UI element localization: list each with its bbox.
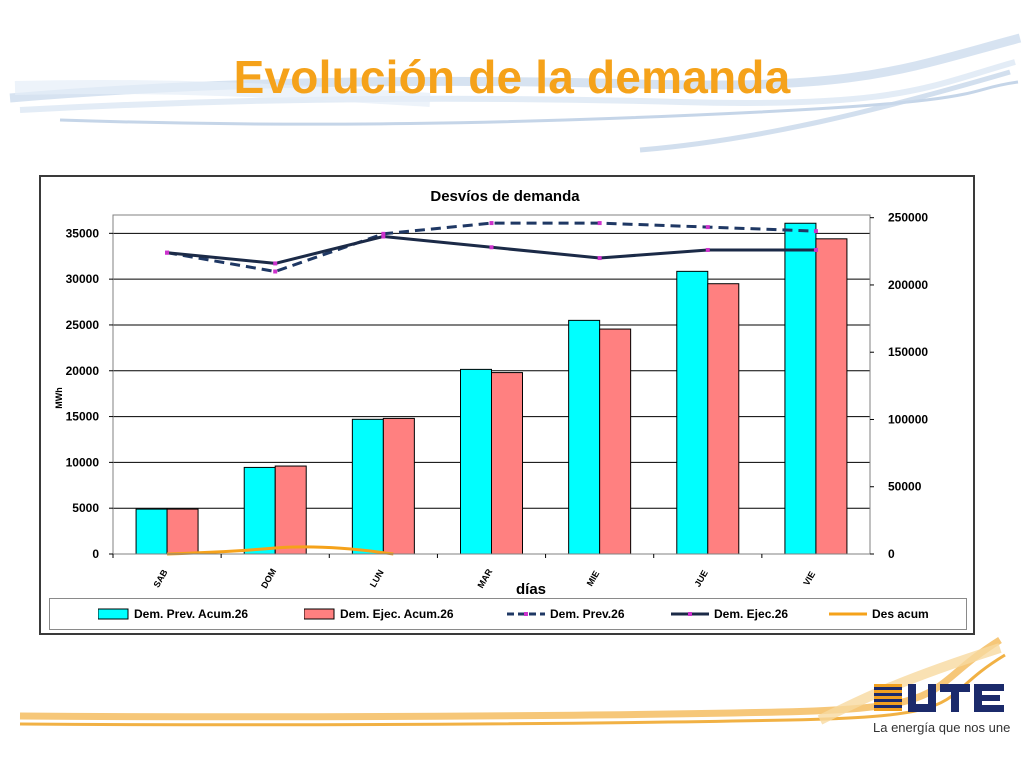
bar: [784, 222, 817, 555]
line-marker: [273, 269, 278, 274]
bar: [491, 372, 523, 555]
slide-title: Evolución de la demanda: [233, 51, 791, 103]
legend-swatch-orange-line: [829, 612, 867, 616]
bar: [460, 368, 492, 555]
x-tick-label: MIE: [585, 569, 602, 588]
x-axis-label: días: [516, 581, 546, 598]
bar: [599, 328, 632, 555]
y-tick-label: 25000: [66, 318, 100, 332]
line-marker: [489, 221, 494, 226]
legend-label: Dem. Ejec.26: [714, 607, 789, 621]
bar: [676, 270, 709, 555]
y-tick-label: 5000: [72, 501, 99, 515]
y-tick-label: 10000: [66, 455, 100, 469]
legend-swatch-solid-line: [671, 612, 709, 616]
line-marker: [489, 245, 494, 250]
combo-chart: 0 5000 10000 15000 20000 25000 30000 35000 0 5000…: [54, 188, 929, 598]
line-marker: [597, 256, 602, 261]
y-axis-label: MWh: [54, 387, 64, 409]
line-marker: [165, 250, 170, 255]
legend-label: Dem. Prev.26: [550, 607, 625, 621]
line-marker: [813, 229, 818, 234]
x-tick-label: VIE: [801, 570, 817, 588]
chart-title: Desvíos de demanda: [430, 188, 580, 205]
bar: [274, 465, 307, 555]
bar: [351, 418, 384, 555]
ute-logo: [872, 680, 1012, 725]
logo-tagline: La energía que nos une: [873, 720, 1011, 735]
bar: [166, 508, 199, 555]
series-line-des-acum: [167, 545, 394, 556]
line-marker: [381, 234, 386, 239]
series-line: [166, 235, 816, 265]
x-tick-label: SAB: [151, 567, 169, 589]
legend-swatch-salmon: [304, 608, 335, 620]
y-tick-label: 30000: [66, 272, 100, 286]
line-marker: [813, 247, 818, 252]
legend-item-dem-prev: Dem. Prev.26: [506, 606, 625, 622]
chart-legend: Dem. Prev. Acum.26 Dem. Ejec. Acum.26 De…: [49, 598, 967, 630]
y2-tick-label: 200000: [888, 278, 928, 292]
x-tick-label: MAR: [475, 567, 494, 590]
bar: [707, 283, 740, 555]
chart-frame: 0 5000 10000 15000 20000 25000 30000 35000 0 5000…: [39, 175, 975, 635]
ute-logo-mark: [874, 684, 1004, 712]
x-tick-label: LUN: [368, 568, 386, 589]
bars: [135, 222, 848, 555]
x-tick-label: JUE: [692, 568, 709, 588]
legend-label: Des acum: [872, 607, 929, 621]
y2-tick-label: 50000: [888, 480, 922, 494]
bar: [243, 466, 276, 555]
legend-item-dem-ejec-acum: Dem. Ejec. Acum.26: [304, 606, 454, 622]
line-marker: [273, 261, 278, 266]
line-marker: [597, 221, 602, 226]
legend-item-dem-ejec: Dem. Ejec.26: [670, 606, 788, 622]
legend-label: Dem. Prev. Acum.26: [134, 607, 249, 621]
y-tick-label: 0: [92, 547, 99, 561]
y-tick-label: 15000: [66, 410, 100, 424]
y2-tick-label: 150000: [888, 345, 928, 359]
legend-label: Dem. Ejec. Acum.26: [340, 607, 454, 621]
line-marker: [381, 231, 386, 236]
lines: [165, 221, 818, 556]
y-tick-label: 20000: [66, 364, 100, 378]
bar: [568, 319, 601, 555]
y2-tick-label: 100000: [888, 412, 928, 426]
y-tick-label: 35000: [66, 226, 100, 240]
axes: 0 5000 10000 15000 20000 25000 30000 35000 0 5000…: [66, 211, 929, 590]
plot-area-border: [112, 214, 871, 555]
legend-item-des-acum: Des acum: [828, 606, 929, 622]
y2-tick-label: 250000: [888, 211, 928, 225]
legend-swatch-cyan: [98, 608, 129, 620]
bar: [382, 417, 415, 555]
legend-swatch-dashed-line: [507, 612, 545, 616]
bar: [815, 238, 848, 555]
x-tick-label: DOM: [259, 567, 278, 590]
line-marker: [705, 247, 710, 252]
y2-tick-label: 0: [888, 547, 895, 561]
bar: [135, 508, 168, 555]
legend-item-dem-prev-acum: Dem. Prev. Acum.26: [98, 606, 248, 622]
line-marker: [705, 225, 710, 230]
